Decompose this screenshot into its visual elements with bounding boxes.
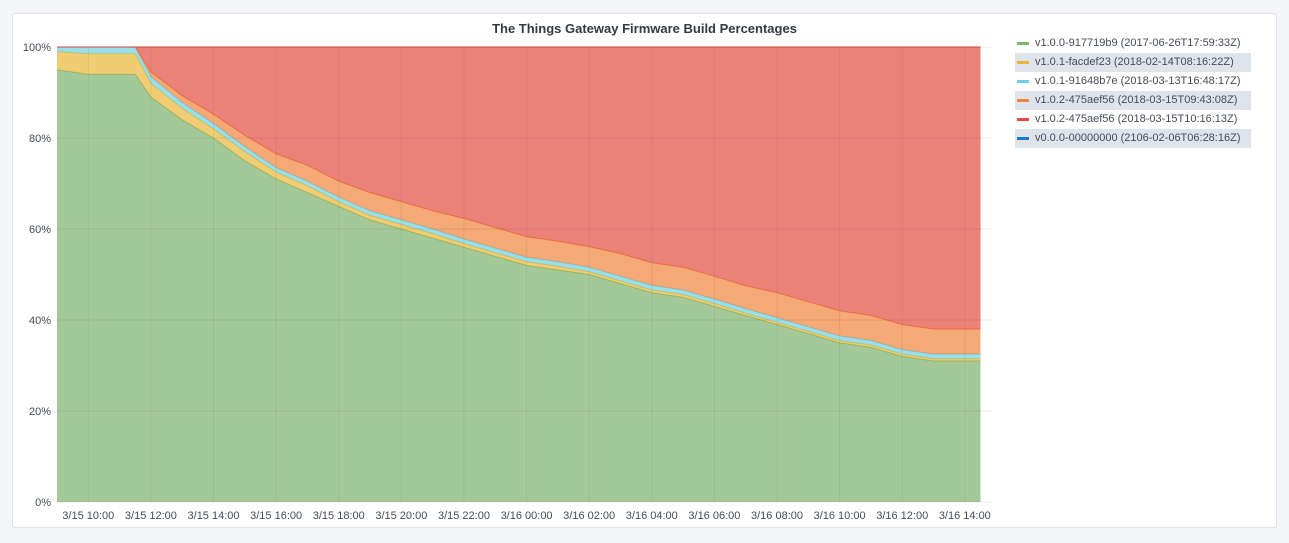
y-tick-label: 100% (23, 42, 51, 54)
legend-swatch (1017, 61, 1029, 64)
legend-item-6[interactable]: v0.0.0-00000000 (2106-02-06T06:28:16Z) (1015, 129, 1251, 148)
x-tick-label: 3/16 10:00 (814, 510, 866, 522)
y-tick-label: 80% (29, 133, 51, 145)
y-tick-label: 0% (35, 497, 51, 509)
legend-label: v1.0.1-facdef23 (2018-02-14T08:16:22Z) (1035, 56, 1234, 68)
legend-swatch (1017, 118, 1029, 121)
legend-label: v1.0.2-475aef56 (2018-03-15T10:16:13Z) (1035, 113, 1238, 125)
x-tick-label: 3/16 12:00 (876, 510, 928, 522)
x-tick-label: 3/15 12:00 (125, 510, 177, 522)
x-tick-label: 3/15 18:00 (313, 510, 365, 522)
legend-label: v1.0.1-91648b7e (2018-03-13T16:48:17Z) (1035, 75, 1241, 87)
legend-label: v1.0.0-917719b9 (2017-06-26T17:59:33Z) (1035, 37, 1241, 49)
y-tick-label: 60% (29, 224, 51, 236)
x-tick-label: 3/15 14:00 (188, 510, 240, 522)
x-tick-label: 3/16 04:00 (626, 510, 678, 522)
x-tick-label: 3/15 20:00 (375, 510, 427, 522)
x-tick-label: 3/15 10:00 (62, 510, 114, 522)
legend-item-1[interactable]: v1.0.0-917719b9 (2017-06-26T17:59:33Z) (1015, 34, 1251, 53)
y-axis: 0% 20% 40% 60% 80% 100% (23, 42, 51, 509)
x-tick-label: 3/16 08:00 (751, 510, 803, 522)
legend-label: v0.0.0-00000000 (2106-02-06T06:28:16Z) (1035, 132, 1241, 144)
legend-swatch (1017, 137, 1029, 140)
x-axis: 3/15 10:00 3/15 12:00 3/15 14:00 3/15 16:00… (62, 510, 991, 522)
x-tick-label: 3/16 06:00 (688, 510, 740, 522)
x-tick-label: 3/15 22:00 (438, 510, 490, 522)
legend-swatch (1017, 99, 1029, 102)
x-tick-label: 3/16 14:00 (939, 510, 991, 522)
legend-item-5[interactable]: v1.0.2-475aef56 (2018-03-15T10:16:13Z) (1015, 110, 1251, 129)
legend-swatch (1017, 42, 1029, 45)
x-tick-label: 3/15 16:00 (250, 510, 302, 522)
series-area-4 (57, 47, 981, 355)
y-tick-label: 20% (29, 406, 51, 418)
legend-item-4[interactable]: v1.0.2-475aef56 (2018-03-15T09:43:08Z) (1015, 91, 1251, 110)
series-area-5 (57, 47, 981, 330)
series-area-1 (57, 69, 981, 503)
y-tick-label: 40% (29, 315, 51, 327)
chart-title: The Things Gateway Firmware Build Percen… (492, 21, 797, 36)
x-tick-label: 3/16 02:00 (563, 510, 615, 522)
legend-label: v1.0.2-475aef56 (2018-03-15T09:43:08Z) (1035, 94, 1238, 106)
legend-item-2[interactable]: v1.0.1-facdef23 (2018-02-14T08:16:22Z) (1015, 53, 1251, 72)
series-area-2 (57, 51, 981, 361)
series-area-3 (57, 47, 981, 359)
legend-item-3[interactable]: v1.0.1-91648b7e (2018-03-13T16:48:17Z) (1015, 72, 1251, 91)
series-areas (56, 46, 993, 503)
x-tick-label: 3/16 00:00 (501, 510, 553, 522)
legend-swatch (1017, 80, 1029, 83)
legend: v1.0.0-917719b9 (2017-06-26T17:59:33Z) v1… (1015, 34, 1251, 148)
